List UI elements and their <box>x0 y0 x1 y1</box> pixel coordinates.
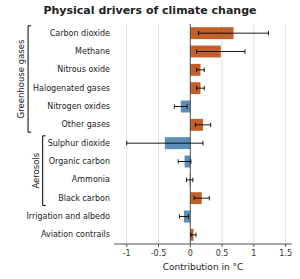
x-tick <box>158 244 159 247</box>
error-bar <box>195 123 210 127</box>
grid-line <box>253 24 254 244</box>
category-label: Irrigation and albedo <box>26 212 110 221</box>
grid-line <box>158 24 159 244</box>
category-label: Nitrogen oxides <box>47 102 110 111</box>
x-tick-label: 1 <box>251 249 256 258</box>
error-bar <box>199 31 269 35</box>
category-label: Ammonia <box>72 175 110 184</box>
x-axis-label: Contribution in °C <box>163 262 244 272</box>
x-tick-label: 0.5 <box>216 249 229 258</box>
group-label: Aerosols <box>31 152 41 188</box>
x-axis-line <box>114 244 292 245</box>
error-bar <box>197 49 245 53</box>
category-label: Black carbon <box>58 194 110 203</box>
x-tick-label: 0 <box>188 249 193 258</box>
title: Physical drivers of climate change <box>43 4 256 17</box>
chart: Physical drivers of climate change -1 -0.5… <box>0 0 300 279</box>
group-brace <box>43 136 46 206</box>
x-tick <box>126 244 127 247</box>
category-label: Organic carbon <box>49 157 110 166</box>
error-bar <box>191 233 196 237</box>
category-label: Aviation contrails <box>41 230 110 239</box>
category-label: Sulphur dioxide <box>48 139 110 148</box>
x-tick <box>190 244 191 247</box>
grid-line <box>126 24 127 244</box>
x-tick <box>285 244 286 247</box>
bars <box>127 24 269 244</box>
error-bar <box>197 86 205 90</box>
grid <box>127 24 286 244</box>
grid-line <box>222 24 223 244</box>
error-bar <box>194 196 209 200</box>
x-tick-label: -0.5 <box>151 249 167 258</box>
x-tick-label: -1 <box>123 249 131 258</box>
category-label: Halogenated gases <box>33 84 110 93</box>
grid-line <box>285 24 286 244</box>
error-bar <box>197 68 205 72</box>
group-brace <box>28 26 31 132</box>
grid-line <box>190 24 191 244</box>
category-label: Nitrous oxide <box>57 65 110 74</box>
x-tick <box>253 244 254 247</box>
zero-line <box>190 24 191 244</box>
x-tick <box>222 244 223 247</box>
group-label: Greenhouse gases <box>16 39 26 118</box>
x-tick-label: 1.5 <box>279 249 292 258</box>
category-label: Other gases <box>62 120 111 129</box>
category-label: Methane <box>75 47 110 56</box>
error-bar <box>174 104 187 108</box>
error-bar <box>127 141 203 145</box>
error-bar <box>186 178 192 182</box>
category-label: Carbon dioxide <box>50 29 110 38</box>
error-bar <box>178 159 191 163</box>
error-bar <box>179 214 188 218</box>
